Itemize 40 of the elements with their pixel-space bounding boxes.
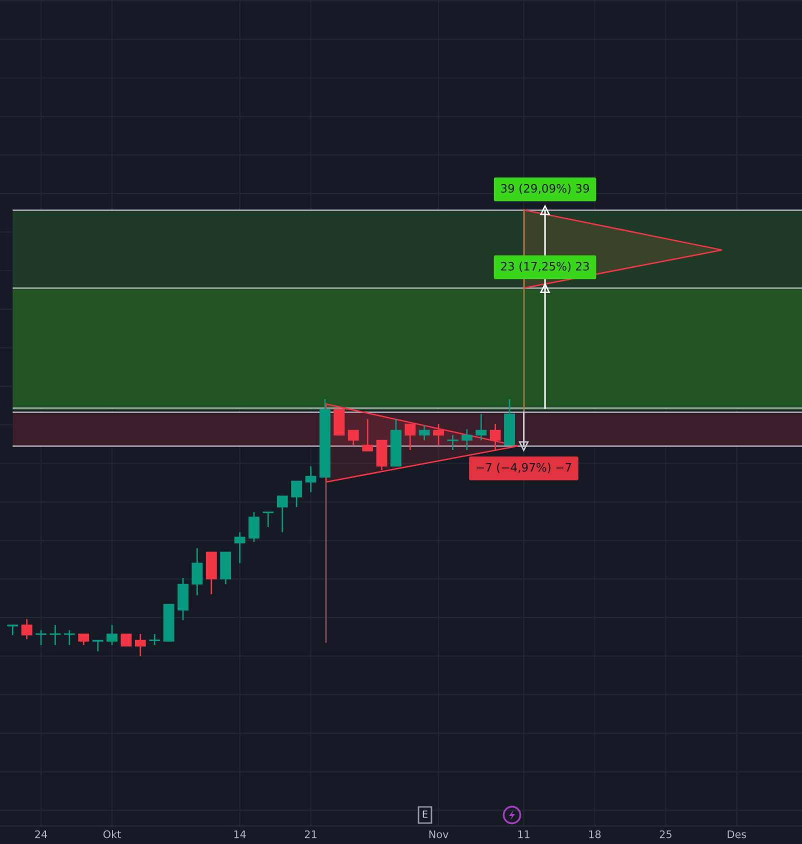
annotation: 39 (29,09%) 39 [501,184,590,194]
candlestick [21,618,32,640]
candlestick [362,418,374,452]
candlestick [348,430,359,446]
candlestick [276,495,288,533]
x-tick-label: Okt [103,830,121,838]
candlestick [461,428,472,451]
x-tick-label: 21 [304,830,316,838]
candlestick [305,466,316,493]
candlestick [50,624,61,646]
x-tick-label: 14 [234,830,246,838]
x-tick-label: Des [728,830,746,838]
candlestick [447,434,458,451]
annotation: −7 (−4,97%) −7 [476,462,572,474]
candlestick [291,480,302,508]
candlestick [92,639,104,652]
candlestick [418,424,430,441]
x-tick-label: 18 [589,830,601,838]
candlestick [433,423,444,446]
x-tick-label: Nov [429,830,448,838]
candlestick [404,423,416,451]
candlestick [64,629,75,646]
candlestick [476,413,487,441]
candlestick [490,423,501,451]
candlestick [262,512,274,528]
candlestick [36,629,46,646]
candlestick [234,532,246,564]
annotation: 23 (17,25%) 23 [501,262,589,272]
x-tick-label: 11 [518,830,530,838]
x-tick-label: 25 [660,830,672,838]
candlestick [192,547,203,596]
text: E [422,810,428,818]
candlestick [134,633,146,657]
candlestick [248,512,260,543]
candlestick [78,633,90,646]
x-tick-label: 24 [35,830,48,838]
candlestick [149,633,160,646]
candlestick [106,624,118,646]
candlestick [120,634,132,646]
candlestick [7,624,18,636]
